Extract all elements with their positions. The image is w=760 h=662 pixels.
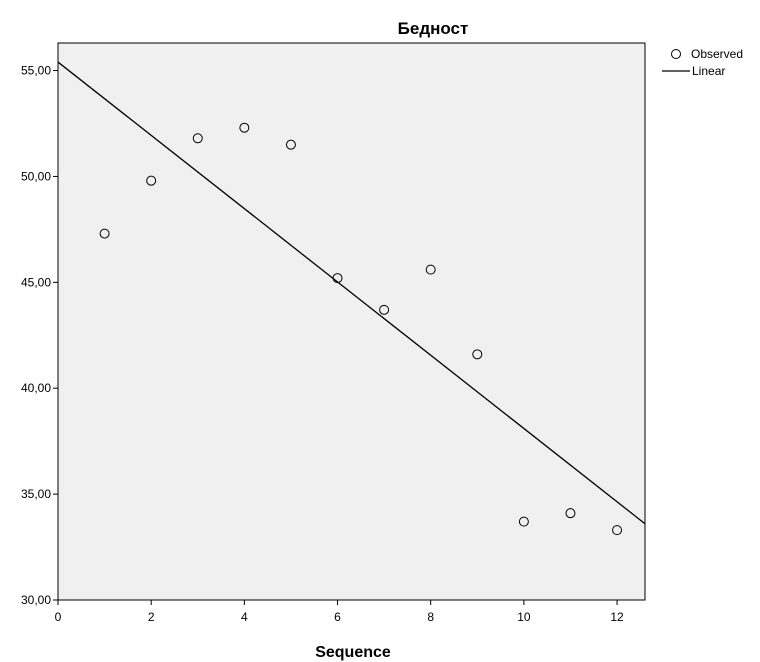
observed-point xyxy=(99,228,110,239)
legend-observed-marker xyxy=(671,49,681,59)
y-tick-label: 50,00 xyxy=(21,169,51,183)
observed-point xyxy=(192,133,203,144)
x-tick-label: 6 xyxy=(334,610,341,624)
x-tick-label: 2 xyxy=(148,610,155,624)
legend-observed-label: Observed xyxy=(691,47,743,61)
x-tick-label: 12 xyxy=(610,610,624,624)
x-tick-label: 4 xyxy=(241,610,248,624)
y-tick-label: 30,00 xyxy=(21,593,51,607)
y-tick-label: 40,00 xyxy=(21,381,51,395)
legend: Observed Linear xyxy=(662,47,743,78)
observed-point xyxy=(612,525,623,536)
observed-point xyxy=(379,304,390,315)
x-tick-label: 8 xyxy=(427,610,434,624)
x-axis-title: Sequence xyxy=(315,644,391,661)
x-tick-label: 10 xyxy=(517,610,531,624)
linear-fit-line xyxy=(57,61,646,525)
observed-point xyxy=(425,264,436,275)
observed-point xyxy=(565,508,576,519)
x-axis: 0 2 4 6 8 10 12 xyxy=(55,600,624,624)
legend-linear-label: Linear xyxy=(692,64,725,78)
y-tick-label: 35,00 xyxy=(21,487,51,501)
chart-title: Бедност xyxy=(398,19,469,38)
observed-point xyxy=(285,139,296,150)
y-axis: 30,00 35,00 40,00 45,00 50,00 55,00 xyxy=(21,64,58,607)
observed-point xyxy=(146,175,157,186)
observed-point xyxy=(239,122,250,133)
y-tick-label: 45,00 xyxy=(21,275,51,289)
x-tick-label: 0 xyxy=(55,610,62,624)
observed-point xyxy=(518,516,529,527)
series-layer xyxy=(57,61,646,536)
plot-area xyxy=(57,42,646,601)
y-tick-label: 55,00 xyxy=(21,64,51,78)
observed-point xyxy=(472,349,483,360)
